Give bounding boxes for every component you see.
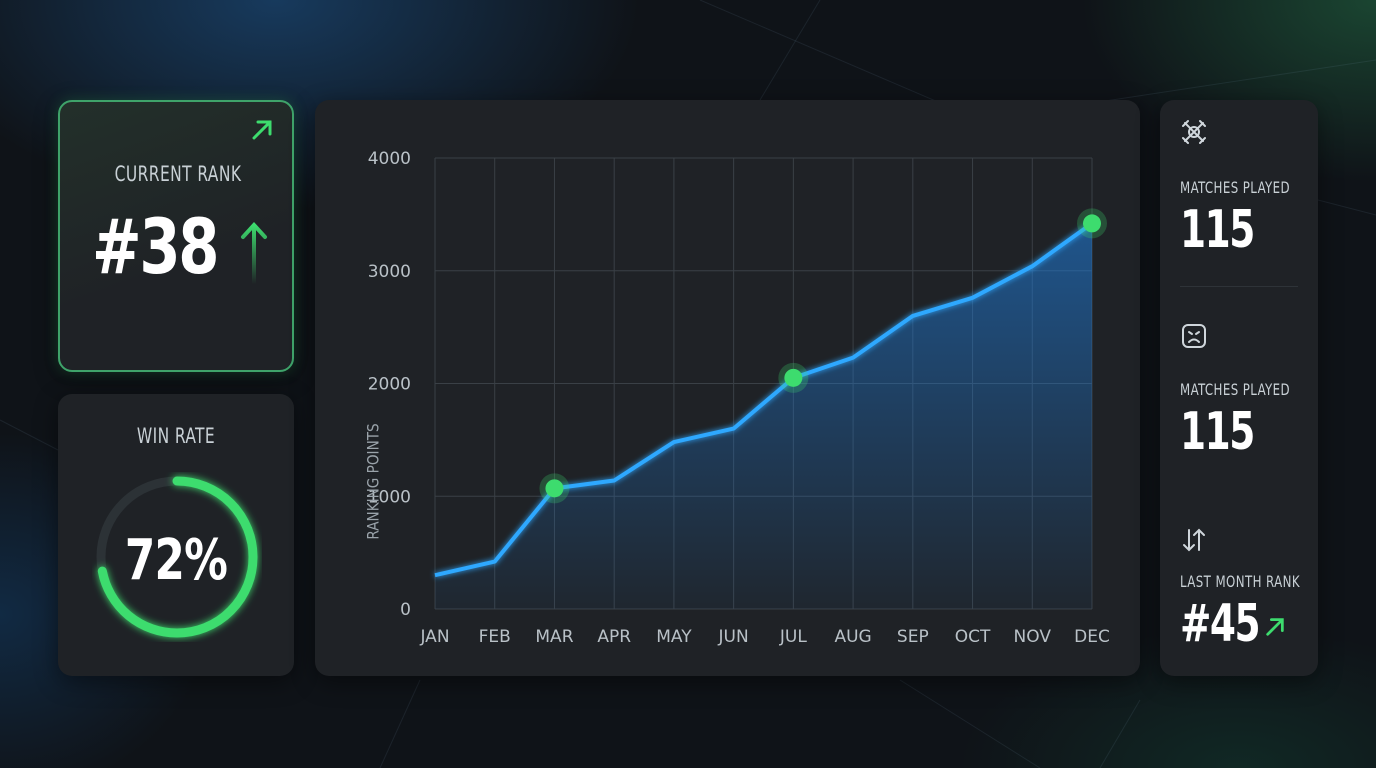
stat-value: 115 bbox=[1180, 200, 1255, 260]
win-rate-ring bbox=[96, 476, 258, 638]
current-rank-label: CURRENT RANK bbox=[114, 162, 242, 186]
area-fill bbox=[435, 223, 1092, 609]
x-tick-label: MAY bbox=[656, 627, 692, 647]
x-tick-label: NOV bbox=[1014, 627, 1052, 647]
x-tick-label: SEP bbox=[897, 627, 929, 647]
y-tick-label: 1000 bbox=[368, 487, 411, 507]
series-line bbox=[434, 221, 1094, 578]
divider bbox=[1180, 286, 1298, 287]
arrow-up-icon bbox=[241, 222, 267, 286]
x-tick-label: MAR bbox=[535, 627, 573, 647]
x-tick-label: OCT bbox=[955, 627, 991, 647]
x-tick-label: JUN bbox=[718, 627, 749, 647]
current-rank-value: #38 bbox=[92, 202, 220, 291]
swap-arrows-icon bbox=[1183, 528, 1205, 552]
x-tick-label: APR bbox=[597, 627, 631, 647]
arrow-up-right-icon bbox=[252, 120, 272, 140]
x-tick-label: JUL bbox=[779, 627, 807, 647]
chart-plot: 0 1000 2000 3000 4000 JAN FEB MAR APR MAY JUN JUL A… bbox=[368, 149, 1110, 647]
stat-label: LAST MONTH RANK bbox=[1180, 572, 1300, 591]
current-rank-card: CURRENT RANK #38 bbox=[58, 100, 294, 372]
frown-face-icon bbox=[1182, 324, 1206, 348]
x-tick-label: AUG bbox=[834, 627, 871, 647]
win-rate-value: 72% bbox=[124, 528, 228, 593]
x-tick-label: JAN bbox=[419, 627, 449, 647]
y-axis-label: RANKING POINTS bbox=[363, 423, 383, 540]
x-tick-label: DEC bbox=[1074, 627, 1110, 647]
y-tick-label: 0 bbox=[400, 600, 411, 620]
stat-label: MATCHES PLAYED bbox=[1180, 380, 1291, 399]
y-tick-label: 2000 bbox=[368, 375, 411, 395]
highlight-point bbox=[784, 368, 803, 387]
stats-panel: MATCHES PLAYED 115 MATCHES PLAYED 115 LA… bbox=[1160, 100, 1318, 676]
arrow-up-right-icon bbox=[1266, 618, 1284, 636]
win-rate-label: WIN RATE bbox=[136, 424, 216, 448]
stat-label: MATCHES PLAYED bbox=[1180, 178, 1291, 197]
win-rate-progress bbox=[96, 476, 258, 638]
ranking-points-chart: 0 1000 2000 3000 4000 JAN FEB MAR APR MAY JUN JUL A… bbox=[315, 100, 1140, 676]
y-tick-label: 4000 bbox=[368, 149, 411, 169]
y-tick-label: 3000 bbox=[368, 262, 411, 282]
highlight-point bbox=[1083, 214, 1101, 233]
highlight-point bbox=[545, 479, 564, 498]
stat-value: 115 bbox=[1180, 402, 1255, 462]
win-rate-card: WIN RATE 72% bbox=[58, 394, 294, 676]
crossed-swords-icon bbox=[1182, 120, 1206, 144]
last-month-rank-value: #45 bbox=[1180, 594, 1261, 654]
x-tick-label: FEB bbox=[479, 627, 511, 647]
